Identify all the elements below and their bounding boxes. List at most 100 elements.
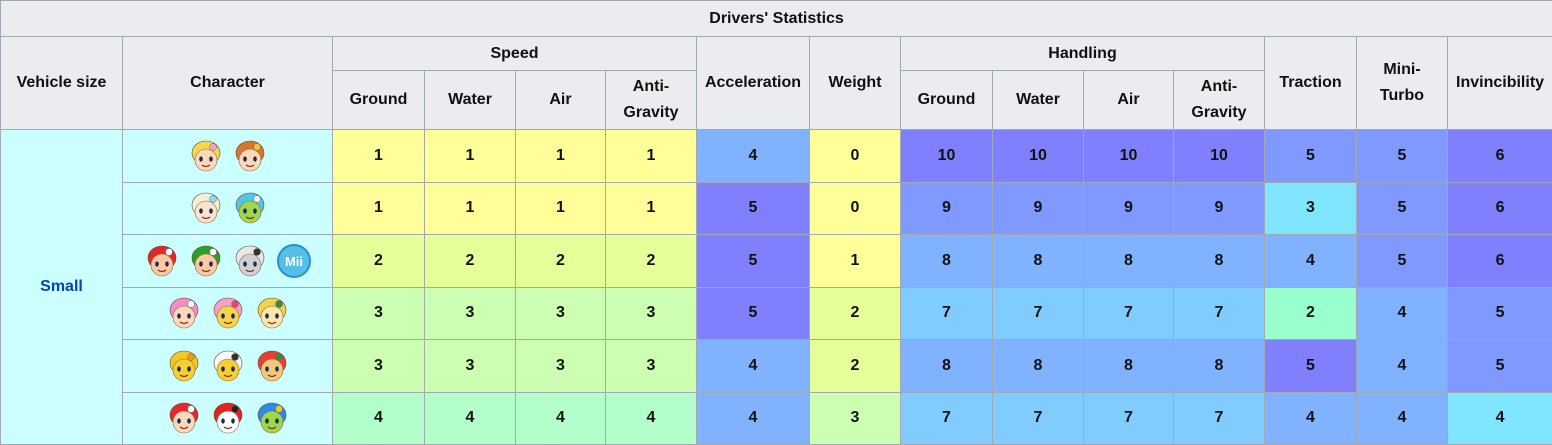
stat-handling-anti-gravity: 8	[1173, 234, 1265, 288]
koopa-troopa-icon	[169, 350, 198, 382]
stat-speed-air: 3	[515, 286, 606, 340]
stat-speed-air: 4	[515, 391, 606, 445]
stat-acceleration: 5	[696, 234, 810, 288]
stat-mini-turbo: 4	[1356, 339, 1448, 393]
header-speed-air: Air	[515, 70, 606, 130]
header-character: Character	[122, 36, 333, 130]
stat-weight: 0	[809, 181, 901, 235]
toadette-icon	[169, 297, 198, 329]
stat-handling-air: 9	[1083, 181, 1174, 235]
stat-traction: 3	[1264, 181, 1357, 235]
stat-speed-anti-gravity: 3	[605, 339, 697, 393]
stat-speed-water: 3	[424, 339, 516, 393]
header-speed-ground: Ground	[332, 70, 425, 130]
stat-invincibility: 6	[1446, 181, 1552, 235]
stat-speed-anti-gravity: 4	[605, 391, 697, 445]
stat-mini-turbo: 5	[1356, 129, 1448, 183]
stat-speed-air: 3	[515, 339, 606, 393]
stat-weight: 1	[809, 234, 901, 288]
stat-speed-anti-gravity: 1	[605, 181, 697, 235]
stat-mini-turbo: 4	[1356, 286, 1448, 340]
stat-traction: 2	[1264, 286, 1357, 340]
stat-handling-ground: 8	[900, 234, 993, 288]
character-cell	[122, 391, 333, 445]
stat-speed-anti-gravity: 1	[605, 129, 697, 183]
stat-acceleration: 4	[696, 129, 810, 183]
stat-invincibility: 6	[1446, 129, 1552, 183]
character-cell	[122, 339, 333, 393]
stat-speed-ground: 1	[332, 129, 425, 183]
stat-handling-water: 7	[992, 391, 1084, 445]
header-handling: Handling	[900, 36, 1265, 71]
stat-speed-ground: 4	[332, 391, 425, 445]
wendy-icon	[213, 297, 242, 329]
baby-mario-icon	[147, 245, 176, 277]
header-handling-water: Water	[992, 70, 1084, 130]
header-acceleration: Acceleration	[696, 36, 810, 130]
header-mini-turbo: Mini- Turbo	[1356, 36, 1448, 130]
stat-handling-water: 9	[992, 181, 1084, 235]
header-vehicle-size: Vehicle size	[0, 36, 123, 130]
stat-traction: 5	[1264, 339, 1357, 393]
table-body: Small 1 1 1 1 4 0 10 10 10 10 5 5 6 1 1 1 1 5 0 9 9 9 9 3 5 6 Mii 2 2…	[0, 129, 1552, 445]
stat-handling-water: 7	[992, 286, 1084, 340]
stat-speed-anti-gravity: 3	[605, 286, 697, 340]
stat-handling-water: 8	[992, 234, 1084, 288]
daisy-icon	[235, 140, 264, 172]
character-icons: Mii	[125, 243, 330, 279]
stat-weight: 0	[809, 129, 901, 183]
stat-handling-ground: 10	[900, 129, 993, 183]
stat-speed-ground: 1	[332, 181, 425, 235]
stat-handling-air: 8	[1083, 234, 1174, 288]
baby-luigi-icon	[191, 245, 220, 277]
header-handling-anti-gravity: Anti- Gravity	[1173, 70, 1265, 130]
header-handling-ground: Ground	[900, 70, 993, 130]
stat-handling-ground: 8	[900, 339, 993, 393]
stat-speed-ground: 3	[332, 339, 425, 393]
larry-icon	[235, 192, 264, 224]
stat-handling-anti-gravity: 9	[1173, 181, 1265, 235]
stat-handling-water: 10	[992, 129, 1084, 183]
stat-invincibility: 6	[1446, 234, 1552, 288]
character-icons	[125, 138, 330, 174]
stat-traction: 4	[1264, 234, 1357, 288]
stat-handling-anti-gravity: 7	[1173, 391, 1265, 445]
stat-acceleration: 5	[696, 181, 810, 235]
character-cell	[122, 129, 333, 183]
stat-handling-air: 7	[1083, 391, 1174, 445]
svg-text:Mii: Mii	[284, 254, 302, 269]
header-invincibility: Invincibility	[1446, 36, 1552, 130]
shy-guy-icon	[213, 402, 242, 434]
header-traction: Traction	[1264, 36, 1357, 130]
stat-handling-ground: 7	[900, 391, 993, 445]
table-row: Mii 2 2 2 2 5 1 8 8 8 8 4 5 6	[1, 234, 1552, 288]
stat-weight: 3	[809, 391, 901, 445]
lakitu-icon	[213, 350, 242, 382]
peach-icon	[191, 140, 220, 172]
stat-speed-ground: 2	[332, 234, 425, 288]
character-cell	[122, 181, 333, 235]
stat-speed-water: 2	[424, 234, 516, 288]
stat-speed-water: 4	[424, 391, 516, 445]
character-icons	[125, 348, 330, 384]
dry-bones-icon	[235, 245, 264, 277]
stat-handling-ground: 9	[900, 181, 993, 235]
stat-speed-water: 1	[424, 181, 516, 235]
header-speed: Speed	[332, 36, 697, 71]
isabelle-icon	[257, 297, 286, 329]
stat-handling-air: 10	[1083, 129, 1174, 183]
stat-mini-turbo: 5	[1356, 181, 1448, 235]
table-title: Drivers' Statistics	[0, 0, 1552, 37]
stat-handling-anti-gravity: 8	[1173, 339, 1265, 393]
header-speed-anti-gravity: Anti- Gravity	[605, 70, 697, 130]
stat-mini-turbo: 5	[1356, 234, 1448, 288]
stat-speed-water: 1	[424, 129, 516, 183]
stat-handling-water: 8	[992, 339, 1084, 393]
stat-acceleration: 4	[696, 391, 810, 445]
stat-invincibility: 5	[1446, 286, 1552, 340]
vehicle-size-link[interactable]: Small	[0, 129, 123, 445]
stat-speed-air: 2	[515, 234, 606, 288]
lemmy-icon	[257, 402, 286, 434]
